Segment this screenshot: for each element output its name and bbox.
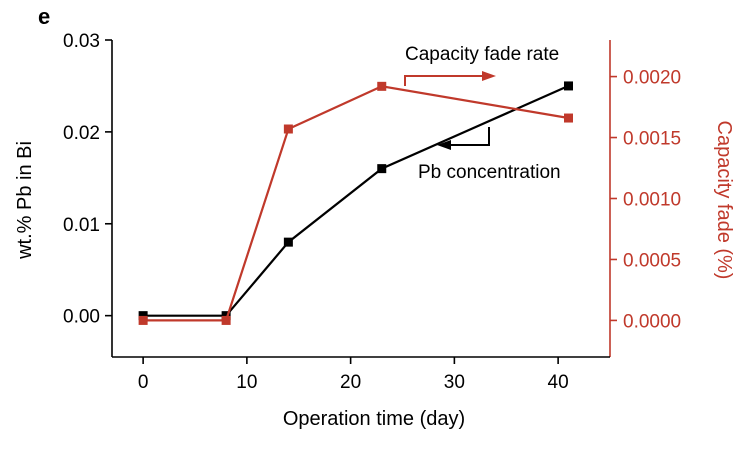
pb-concentration-annotation: Pb concentration xyxy=(418,162,561,183)
capacity-fade-marker xyxy=(138,315,148,325)
left-y-tick-label: 0.01 xyxy=(63,215,100,236)
pb-concentration-marker xyxy=(138,311,148,321)
x-tick-label: 20 xyxy=(340,372,361,393)
pb-concentration-marker xyxy=(221,311,231,321)
capacity-fade-line xyxy=(143,85,569,322)
pb-concentration-arrow-line xyxy=(451,127,490,146)
right-y-tick-label: 0.0020 xyxy=(623,68,681,89)
x-tick-label: 10 xyxy=(236,372,257,393)
capacity-fade-marker xyxy=(377,81,387,91)
capacity-fade-marker xyxy=(221,315,231,325)
right-y-tick-label: 0.0010 xyxy=(623,190,681,211)
capacity-fade-marker xyxy=(283,124,293,134)
pb-concentration-arrowhead xyxy=(437,140,451,150)
left-y-axis-title: wt.% Pb in Bi xyxy=(14,141,36,260)
x-axis-title: Operation time (day) xyxy=(283,408,465,430)
annotation-layer xyxy=(404,71,496,150)
x-tick-label: 30 xyxy=(444,372,465,393)
capacity-fade-marker xyxy=(564,113,573,123)
x-tick-label: 0 xyxy=(138,372,149,393)
capacity-fade-rate-annotation: Capacity fade rate xyxy=(405,44,559,65)
capacity-fade-arrow-line xyxy=(404,75,482,86)
right-y-tick-label: 0.0000 xyxy=(623,311,681,332)
capacity-fade-arrowhead xyxy=(482,71,496,81)
right-y-tick-label: 0.0015 xyxy=(623,129,681,150)
pb-concentration-marker xyxy=(377,164,387,174)
pb-concentration-marker xyxy=(564,81,573,91)
left-y-tick-label: 0.03 xyxy=(63,31,100,52)
pb-concentration-line xyxy=(143,84,569,317)
right-y-axis-title: Capacity fade (%) xyxy=(713,121,735,280)
x-tick-label: 40 xyxy=(548,372,569,393)
series-layer xyxy=(138,81,573,325)
left-y-tick-label: 0.02 xyxy=(63,123,100,144)
axes: 0.00 0.01 0.02 0.03 0.0000 0.0005 0.0010 0.0015… xyxy=(63,31,681,393)
right-y-tick-label: 0.0005 xyxy=(623,250,681,271)
left-y-tick-label: 0.00 xyxy=(63,307,100,328)
pb-concentration-marker xyxy=(283,237,293,247)
panel-label: e xyxy=(38,4,50,29)
